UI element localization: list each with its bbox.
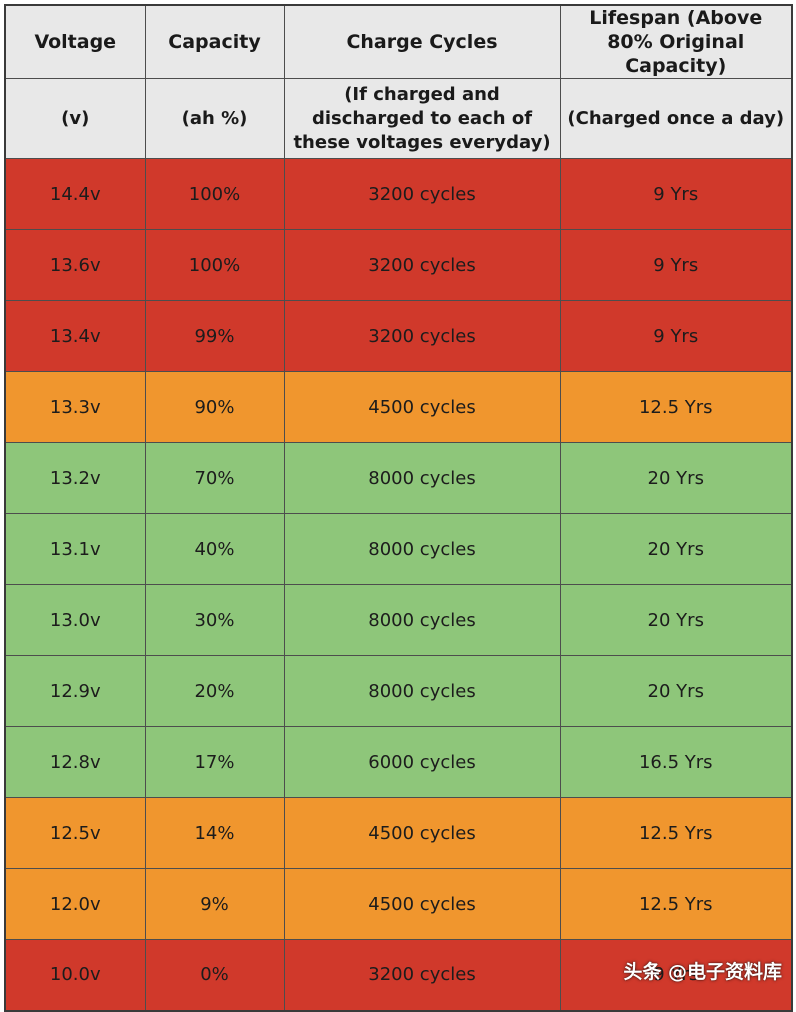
charge-cycles-cell: 6000 cycles — [283, 726, 561, 798]
subheader-lifespan: (Charged once a day) — [559, 78, 793, 159]
lifespan-cell: 9 Yrs — [559, 300, 793, 372]
table-row: 10.0v 0% 3200 cycles 9 Yrs — [4, 939, 793, 1011]
capacity-cell: 20% — [144, 655, 285, 727]
voltage-cell: 13.3v — [4, 371, 146, 443]
lifespan-cell: 20 Yrs — [559, 442, 793, 514]
header-row: Voltage Capacity Charge Cycles Lifespan … — [4, 4, 793, 79]
capacity-cell: 0% — [144, 939, 285, 1011]
charge-cycles-cell: 8000 cycles — [283, 655, 561, 727]
table-row: 12.0v 9% 4500 cycles 12.5 Yrs — [4, 868, 793, 940]
lifespan-cell: 20 Yrs — [559, 513, 793, 585]
capacity-cell: 100% — [144, 158, 285, 230]
capacity-cell: 99% — [144, 300, 285, 372]
header-capacity: Capacity — [144, 4, 285, 79]
table-row: 12.8v 17% 6000 cycles 16.5 Yrs — [4, 726, 793, 798]
voltage-cell: 14.4v — [4, 158, 146, 230]
header-voltage: Voltage — [4, 4, 146, 79]
capacity-cell: 17% — [144, 726, 285, 798]
subheader-row: (v) (ah %) (If charged and discharged to… — [4, 78, 793, 159]
capacity-cell: 9% — [144, 868, 285, 940]
lifespan-cell: 12.5 Yrs — [559, 797, 793, 869]
capacity-cell: 40% — [144, 513, 285, 585]
voltage-cell: 10.0v — [4, 939, 146, 1011]
voltage-cell: 12.0v — [4, 868, 146, 940]
table-row: 13.0v 30% 8000 cycles 20 Yrs — [4, 584, 793, 656]
voltage-cell: 13.2v — [4, 442, 146, 514]
charge-cycles-cell: 3200 cycles — [283, 939, 561, 1011]
voltage-cell: 12.5v — [4, 797, 146, 869]
lifespan-cell: 12.5 Yrs — [559, 868, 793, 940]
table-row: 13.3v 90% 4500 cycles 12.5 Yrs — [4, 371, 793, 443]
watermark-text: 头条 @电子资料库 — [623, 961, 782, 983]
lifespan-cell: 16.5 Yrs — [559, 726, 793, 798]
charge-cycles-cell: 4500 cycles — [283, 797, 561, 869]
lifespan-cell: 20 Yrs — [559, 584, 793, 656]
voltage-cell: 12.9v — [4, 655, 146, 727]
charge-cycles-cell: 4500 cycles — [283, 868, 561, 940]
voltage-cell: 12.8v — [4, 726, 146, 798]
capacity-cell: 14% — [144, 797, 285, 869]
capacity-cell: 70% — [144, 442, 285, 514]
charge-cycles-cell: 8000 cycles — [283, 442, 561, 514]
subheader-capacity: (ah %) — [144, 78, 285, 159]
charge-cycles-cell: 3200 cycles — [283, 158, 561, 230]
lifespan-cell: 12.5 Yrs — [559, 371, 793, 443]
charge-cycles-cell: 3200 cycles — [283, 229, 561, 301]
lifespan-cell: 20 Yrs — [559, 655, 793, 727]
lifespan-cell: 9 Yrs — [559, 229, 793, 301]
table-body: 14.4v 100% 3200 cycles 9 Yrs 13.6v 100% 3200 c… — [4, 158, 793, 1011]
table-row: 13.6v 100% 3200 cycles 9 Yrs — [4, 229, 793, 301]
subheader-voltage: (v) — [4, 78, 146, 159]
voltage-cell: 13.6v — [4, 229, 146, 301]
subheader-charge-cycles: (If charged and discharged to each of th… — [283, 78, 561, 159]
capacity-cell: 100% — [144, 229, 285, 301]
charge-cycles-cell: 8000 cycles — [283, 584, 561, 656]
table-row: 13.1v 40% 8000 cycles 20 Yrs — [4, 513, 793, 585]
capacity-cell: 90% — [144, 371, 285, 443]
voltage-cell: 13.0v — [4, 584, 146, 656]
table-row: 12.9v 20% 8000 cycles 20 Yrs — [4, 655, 793, 727]
table-row: 12.5v 14% 4500 cycles 12.5 Yrs — [4, 797, 793, 869]
charge-cycles-cell: 4500 cycles — [283, 371, 561, 443]
capacity-cell: 30% — [144, 584, 285, 656]
table-row: 13.2v 70% 8000 cycles 20 Yrs — [4, 442, 793, 514]
table-header: Voltage Capacity Charge Cycles Lifespan … — [4, 4, 793, 159]
battery-voltage-table: Voltage Capacity Charge Cycles Lifespan … — [4, 4, 793, 1012]
lifespan-cell: 9 Yrs — [559, 158, 793, 230]
table-row: 14.4v 100% 3200 cycles 9 Yrs — [4, 158, 793, 230]
header-lifespan: Lifespan (Above 80% Original Capacity) — [559, 4, 793, 79]
voltage-cell: 13.4v — [4, 300, 146, 372]
charge-cycles-cell: 3200 cycles — [283, 300, 561, 372]
charge-cycles-cell: 8000 cycles — [283, 513, 561, 585]
table-row: 13.4v 99% 3200 cycles 9 Yrs — [4, 300, 793, 372]
header-charge-cycles: Charge Cycles — [283, 4, 561, 79]
voltage-cell: 13.1v — [4, 513, 146, 585]
